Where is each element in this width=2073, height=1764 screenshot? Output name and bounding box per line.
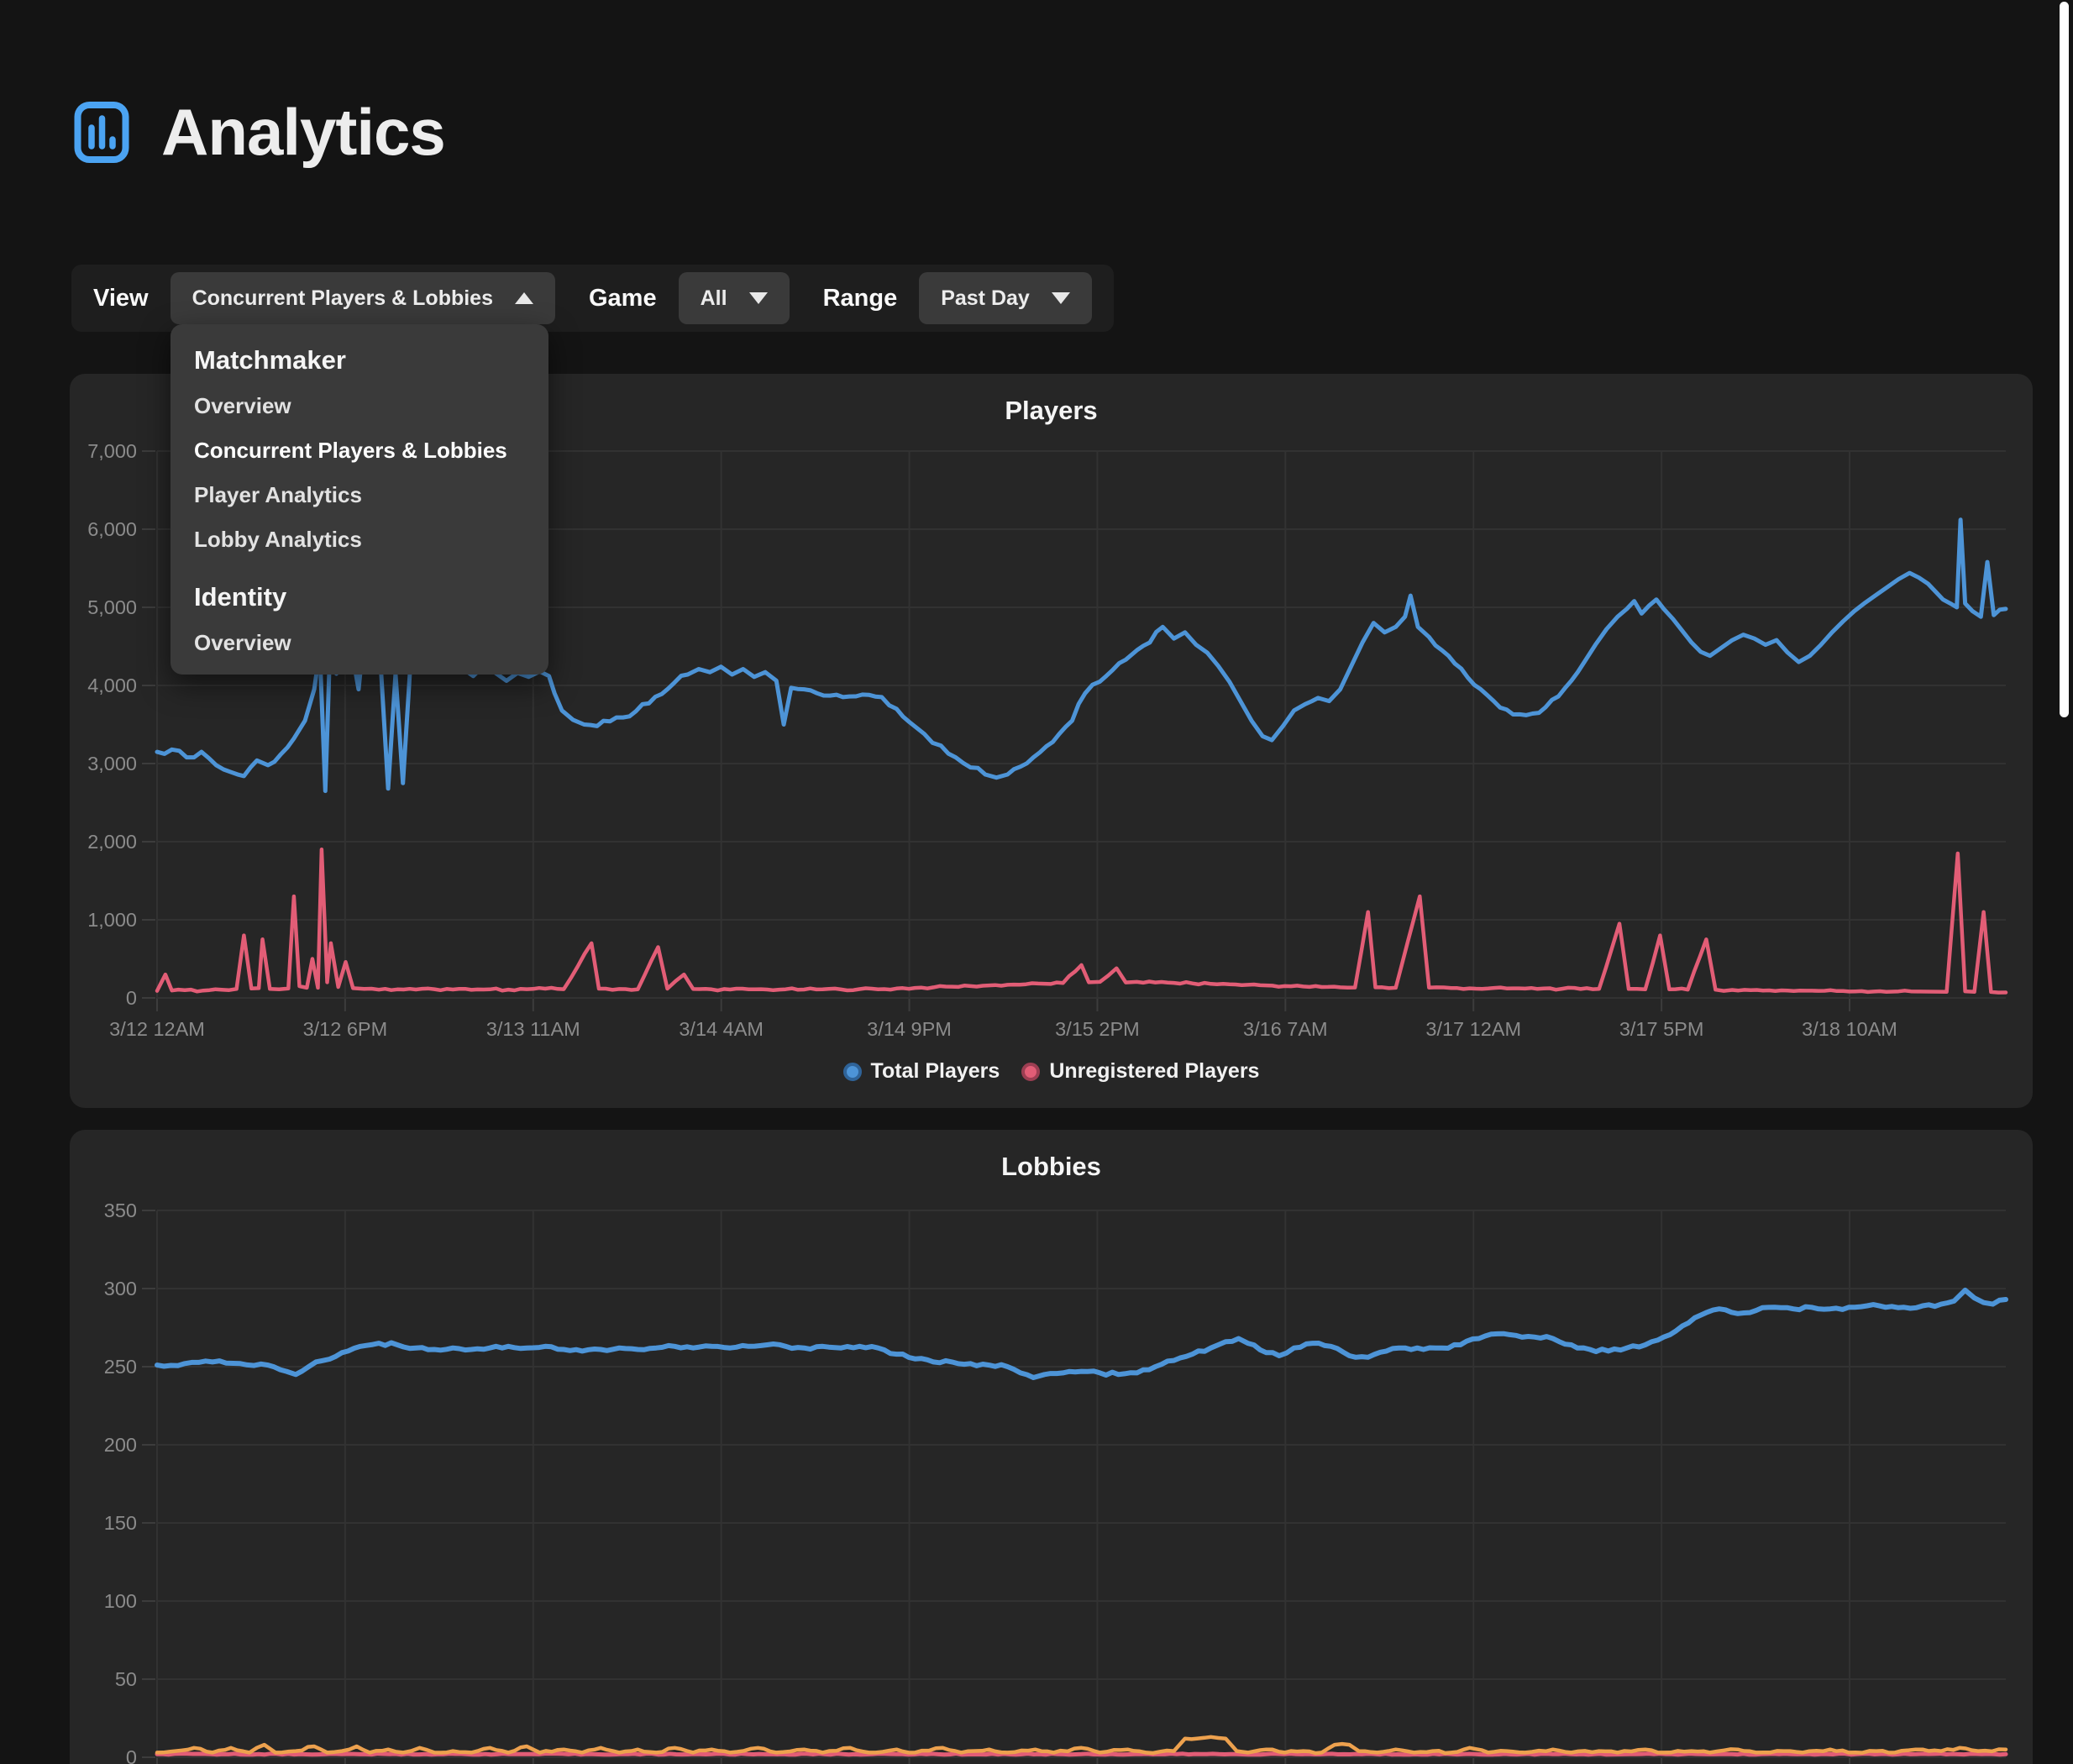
y-tick-label: 2,000: [87, 831, 137, 853]
chevron-up-icon: [515, 292, 533, 304]
game-dropdown-value: All: [700, 286, 727, 310]
players-chart-legend: Total Players Unregistered Players: [70, 1059, 2033, 1084]
menu-item-matchmaker-lobby-analytics[interactable]: Lobby Analytics: [194, 527, 362, 552]
y-tick-label: 100: [104, 1590, 137, 1612]
menu-section-header-identity: Identity: [194, 582, 287, 612]
bar-chart-icon: [74, 101, 129, 164]
active-lobbies-line: [155, 1735, 2008, 1756]
lobbies-line: [155, 1287, 2008, 1380]
chevron-down-icon: [1051, 292, 1070, 304]
legend-item-unregistered-players[interactable]: Unregistered Players: [1021, 1059, 1259, 1084]
lobbies-chart: 0 50 100 150 200 250 300 350: [104, 1200, 2008, 1764]
y-tick-label: 5,000: [87, 596, 137, 618]
x-tick-label: 3/14 4AM: [679, 1018, 764, 1040]
range-dropdown-value: Past Day: [941, 286, 1030, 310]
legend-item-total-players[interactable]: Total Players: [842, 1059, 1000, 1084]
x-tick-label: 3/12 12AM: [109, 1018, 205, 1040]
y-tick-label: 150: [104, 1512, 137, 1534]
scrollbar-thumb[interactable]: [2060, 2, 2069, 717]
range-label: Range: [822, 284, 898, 312]
y-tick-label: 0: [126, 987, 137, 1009]
players-chart-title: Players: [1005, 396, 1098, 425]
menu-section-header-matchmaker: Matchmaker: [194, 345, 346, 375]
menu-item-matchmaker-player-analytics[interactable]: Player Analytics: [194, 482, 362, 507]
x-tick-label: 3/17 12AM: [1425, 1018, 1521, 1040]
view-dropdown-button[interactable]: Concurrent Players & Lobbies: [170, 272, 555, 324]
view-label: View: [93, 284, 149, 312]
unregistered-lobbies-line: [155, 1751, 2008, 1757]
game-dropdown-button[interactable]: All: [678, 272, 790, 324]
page-header: Analytics: [74, 95, 446, 169]
lobbies-chart-panel: Lobbies 0 50 100 150 200 250 300 350: [70, 1130, 2033, 1764]
menu-item-matchmaker-concurrent-players-lobbies[interactable]: Concurrent Players & Lobbies: [194, 438, 507, 463]
view-dropdown-value: Concurrent Players & Lobbies: [192, 286, 493, 310]
y-tick-label: 0: [126, 1746, 137, 1764]
y-tick-label: 4,000: [87, 675, 137, 696]
game-label: Game: [589, 284, 657, 312]
legend-label: Total Players: [870, 1059, 1000, 1083]
x-tick-label: 3/16 7AM: [1243, 1018, 1328, 1040]
legend-label: Unregistered Players: [1049, 1059, 1260, 1083]
y-tick-label: 1,000: [87, 909, 137, 931]
range-dropdown-button[interactable]: Past Day: [919, 272, 1092, 324]
y-tick-label: 50: [115, 1668, 137, 1690]
x-tick-label: 3/12 6PM: [303, 1018, 388, 1040]
y-tick-label: 250: [104, 1356, 137, 1378]
menu-item-matchmaker-overview[interactable]: Overview: [194, 393, 291, 418]
y-tick-label: 350: [104, 1200, 137, 1221]
lobbies-chart-title: Lobbies: [1001, 1152, 1101, 1181]
x-tick-label: 3/14 9PM: [867, 1018, 952, 1040]
legend-dot-total-players: [842, 1062, 862, 1081]
x-tick-label: 3/17 5PM: [1619, 1018, 1704, 1040]
chevron-down-icon: [748, 292, 768, 304]
y-tick-label: 200: [104, 1434, 137, 1456]
legend-dot-unregistered-players: [1021, 1062, 1041, 1081]
x-tick-label: 3/15 2PM: [1055, 1018, 1140, 1040]
unregistered-players-line: [155, 848, 2008, 995]
y-tick-label: 3,000: [87, 753, 137, 774]
x-tick-label: 3/18 10AM: [1802, 1018, 1897, 1040]
y-tick-label: 300: [104, 1278, 137, 1299]
view-dropdown-menu: Matchmaker Overview Concurrent Players & L…: [171, 324, 548, 675]
page-title: Analytics: [161, 95, 446, 169]
toolbar: View Concurrent Players & Lobbies Game A…: [71, 265, 1114, 332]
y-tick-label: 6,000: [87, 518, 137, 540]
x-tick-label: 3/13 11AM: [486, 1018, 580, 1040]
menu-item-identity-overview[interactable]: Overview: [194, 630, 291, 655]
y-tick-label: 7,000: [87, 440, 137, 462]
